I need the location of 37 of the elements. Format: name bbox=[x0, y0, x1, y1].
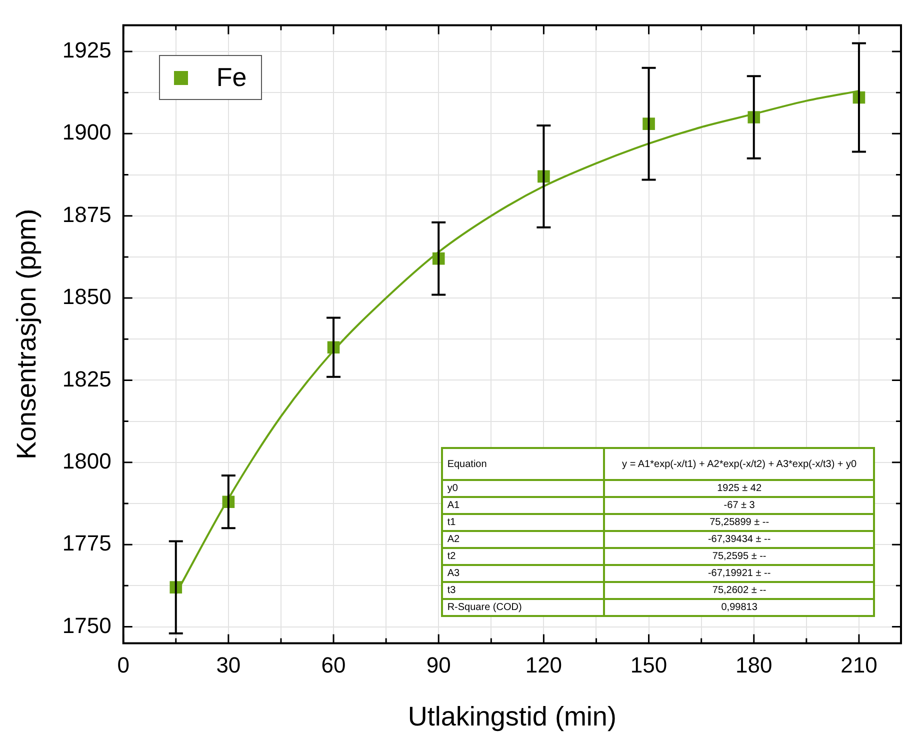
y-tick-label: 1900 bbox=[62, 120, 112, 145]
y-tick-label: 1875 bbox=[62, 202, 112, 227]
annotation: R-Square (COD) bbox=[442, 599, 604, 616]
legend-label: Fe bbox=[216, 62, 247, 94]
y-tick-label: 1800 bbox=[62, 448, 112, 474]
x-axis-title: Utlakingstid (min) bbox=[408, 701, 616, 732]
annotation: t2 bbox=[442, 548, 604, 566]
annotation: y0 bbox=[442, 480, 604, 498]
annotation: 1925 ± 42 bbox=[604, 480, 874, 498]
x-tick-label: 150 bbox=[630, 652, 668, 678]
annotation: -67,39434 ± -- bbox=[604, 531, 874, 548]
annotation: t3 bbox=[442, 582, 604, 600]
x-tick-label: 60 bbox=[321, 652, 346, 678]
annotation: t1 bbox=[442, 514, 604, 532]
x-tick-label: 180 bbox=[736, 652, 772, 678]
annotation: 75,2595 ± -- bbox=[604, 548, 874, 566]
y-axis-title: Konsentrasjon (ppm) bbox=[12, 208, 42, 460]
y-tick-label: 1750 bbox=[62, 612, 112, 638]
y-tick-label: 1825 bbox=[62, 366, 112, 392]
annotation: y = A1*exp(-x/t1) + A2*exp(-x/t2) + A3*exp(-x/t3) + y0 bbox=[604, 448, 874, 480]
y-tick-label: 1850 bbox=[62, 284, 112, 310]
annotation: 0,99813 bbox=[604, 599, 874, 616]
x-tick-label: 210 bbox=[840, 652, 878, 678]
annotation: A2 bbox=[442, 531, 604, 548]
y-tick-label: 1775 bbox=[62, 530, 112, 556]
annotation: 75,25899 ± -- bbox=[604, 514, 874, 532]
y-tick-label: 1925 bbox=[62, 38, 112, 63]
x-tick-label: 30 bbox=[216, 652, 241, 678]
annotation: A3 bbox=[442, 565, 604, 582]
x-tick-label: 120 bbox=[525, 652, 562, 678]
annotation: A1 bbox=[442, 497, 604, 514]
x-tick-label: 0 bbox=[117, 652, 130, 678]
annotation: -67,19921 ± -- bbox=[604, 565, 874, 582]
annotation: 75,2602 ± -- bbox=[604, 582, 874, 600]
x-tick-label: 90 bbox=[426, 652, 451, 678]
annotation: Equation bbox=[442, 448, 604, 480]
annotation: -67 ± 3 bbox=[604, 497, 874, 514]
